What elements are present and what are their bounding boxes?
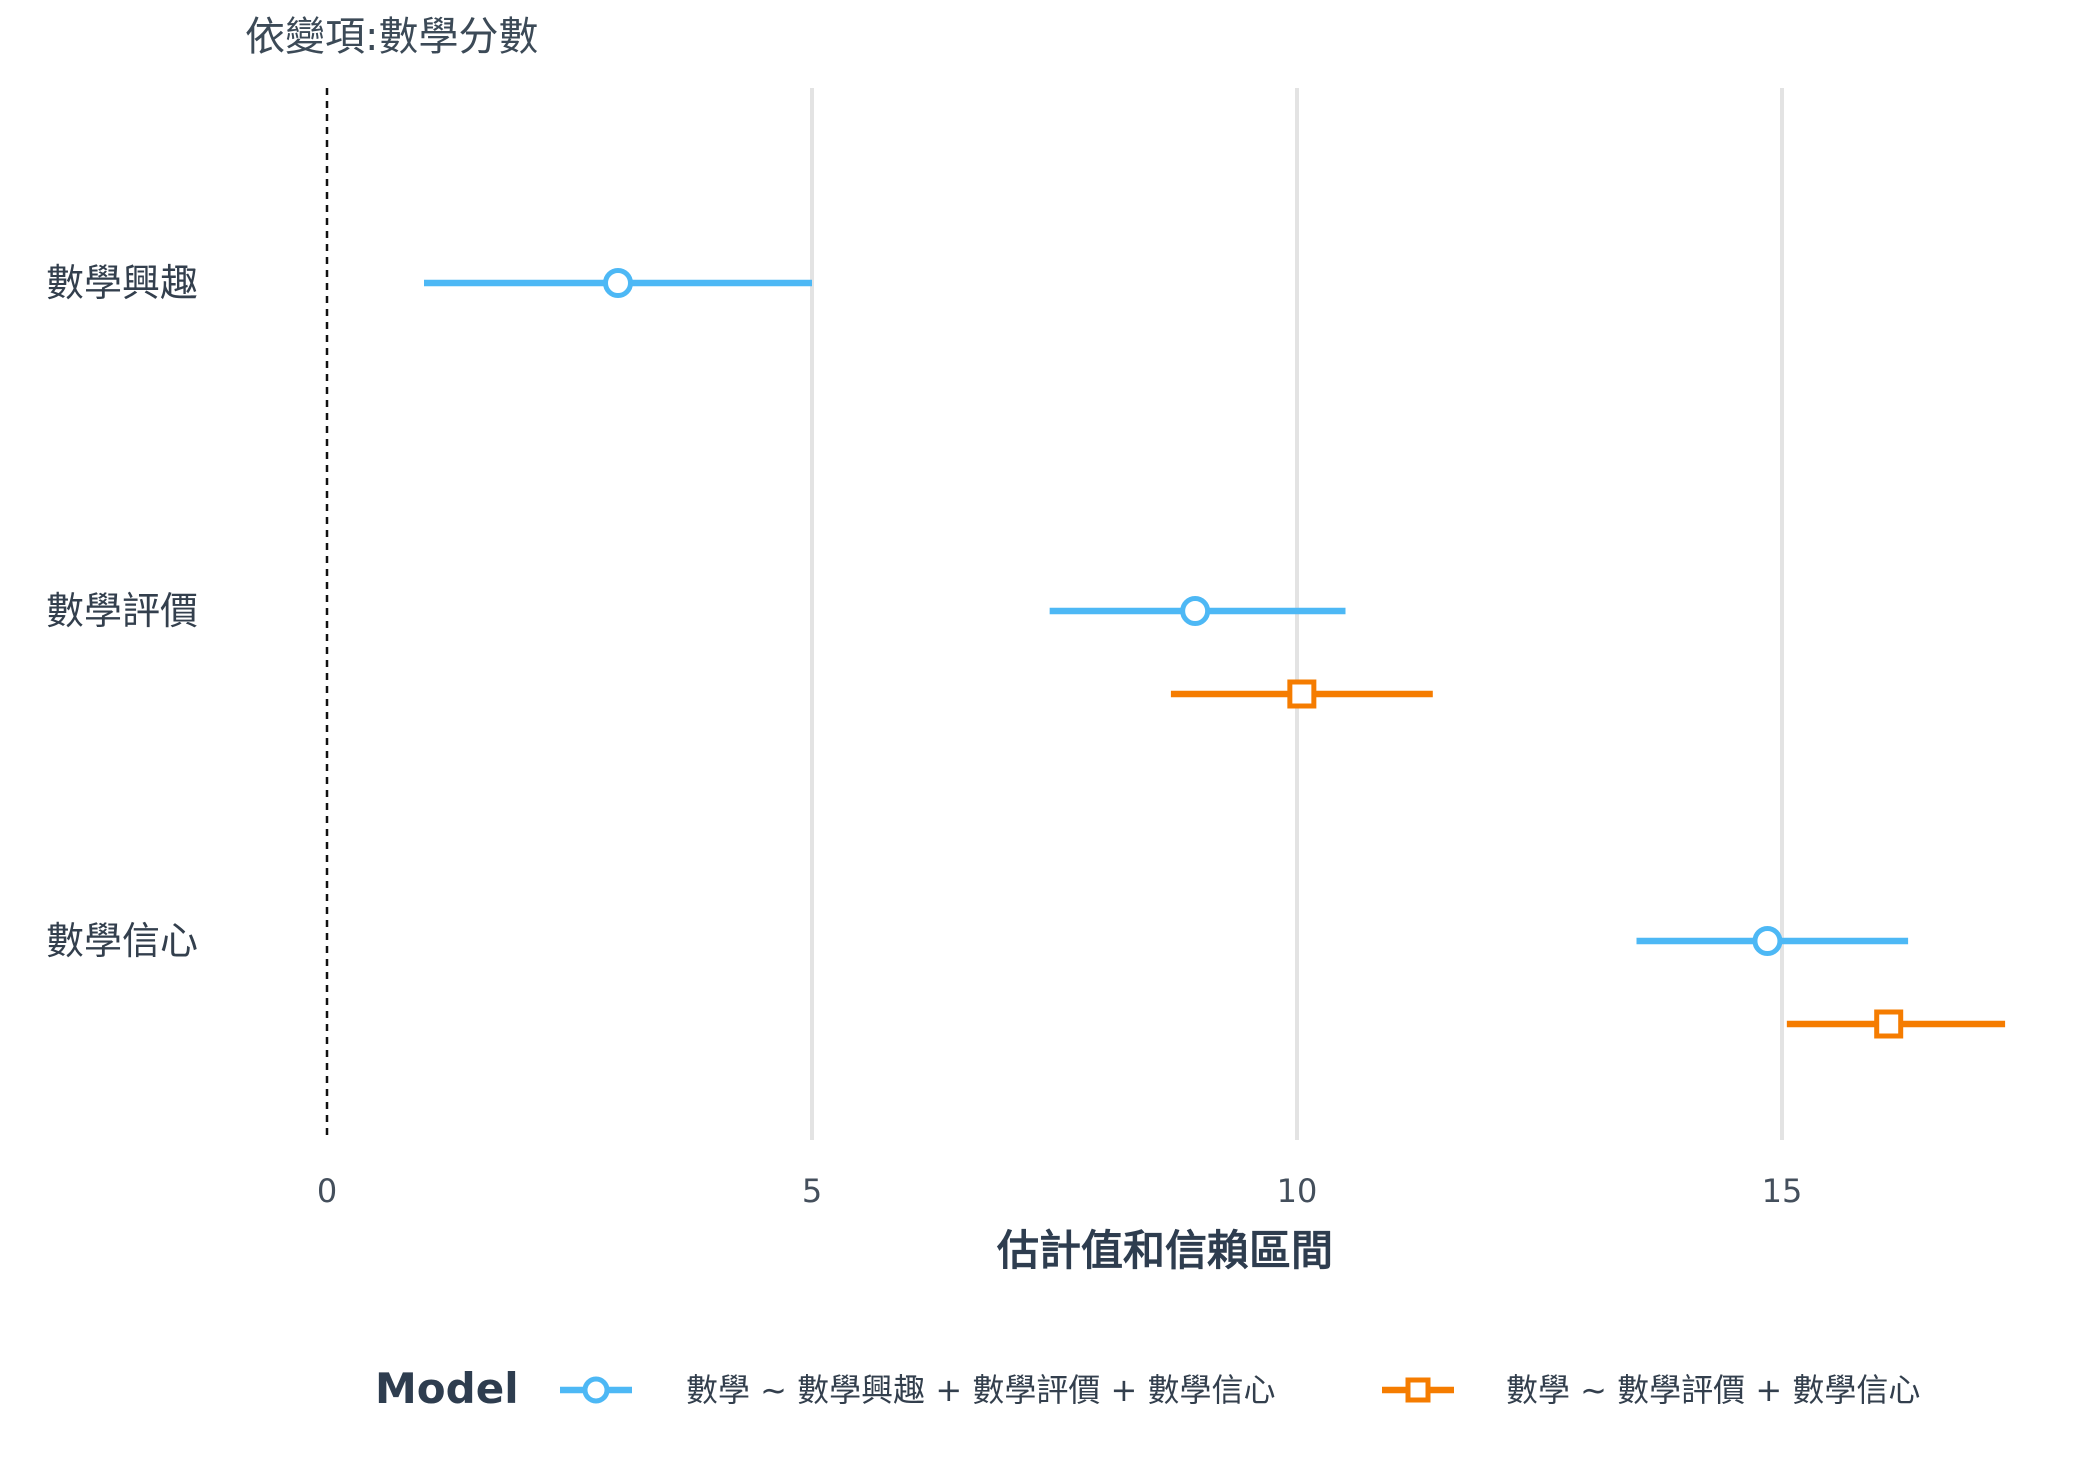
data-marks	[424, 268, 2006, 1039]
grid-lines	[325, 88, 1784, 1140]
x-tick-label: 5	[802, 1172, 822, 1210]
estimate-point-square	[1287, 679, 1317, 709]
legend-label: 數學 ~ 數學興趣 + 數學評價 + 數學信心	[686, 1371, 1275, 1409]
chart-subtitle: 依變項:數學分數	[245, 14, 538, 60]
y-tick-label: 數學評價	[46, 589, 198, 633]
legend-key-square	[1405, 1377, 1431, 1403]
legend-item: 數學 ~ 數學評價 + 數學信心	[1382, 1371, 1920, 1409]
y-tick-label: 數學信心	[46, 919, 198, 963]
estimate-point-square	[1874, 1009, 1904, 1039]
legend-title: Model	[375, 1364, 519, 1413]
x-tick-label: 10	[1277, 1172, 1318, 1210]
legend: Model 數學 ~ 數學興趣 + 數學評價 + 數學信心 數學 ~ 數學評價 +…	[375, 1364, 1920, 1413]
x-tick-labels: 0 5 10 15	[317, 1172, 1803, 1210]
x-tick-label: 0	[317, 1172, 337, 1210]
x-axis-label: 估計值和信賴區間	[996, 1226, 1333, 1275]
legend-label: 數學 ~ 數學評價 + 數學信心	[1506, 1371, 1920, 1409]
x-tick-label: 15	[1762, 1172, 1803, 1210]
estimate-point-circle	[603, 268, 633, 298]
legend-key-circle	[582, 1376, 610, 1404]
estimate-point-circle	[1180, 596, 1211, 626]
estimate-point-circle	[1752, 926, 1783, 956]
legend-item: 數學 ~ 數學興趣 + 數學評價 + 數學信心	[560, 1371, 1275, 1409]
y-tick-label: 數學興趣	[46, 261, 198, 305]
